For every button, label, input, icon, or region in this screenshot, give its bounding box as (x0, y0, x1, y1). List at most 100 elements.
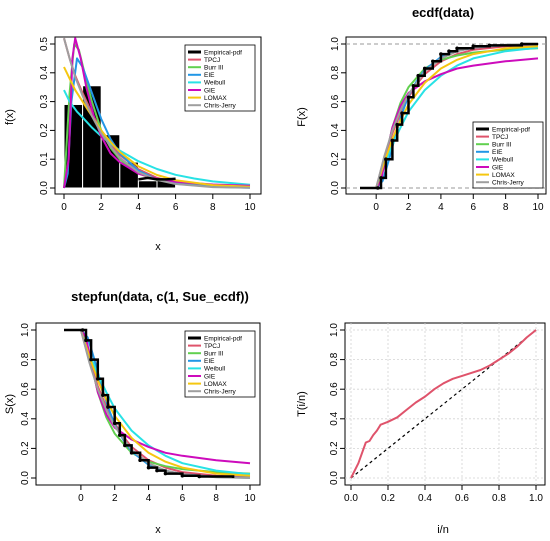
panel-survival-ytick-label: 0.8 (20, 352, 31, 366)
panel-survival-empirical-point (129, 451, 134, 455)
panel-density-ytick-label: 0.5 (39, 37, 50, 51)
panel-density-legend-label: GIE (204, 87, 216, 94)
panel-survival-xtick-label: 8 (213, 493, 219, 504)
panel-cdf-ytick-label: 0.4 (330, 123, 341, 137)
panel-cdf-series-line (375, 45, 539, 189)
panel-density-ytick-label: 0.3 (39, 94, 50, 108)
panel-survival-empirical-point (180, 473, 185, 478)
panel-cdf-empirical-point (411, 83, 416, 88)
panel-ttt-xtick-label: 1.0 (529, 493, 543, 504)
panel-cdf-empirical-point (487, 43, 492, 48)
panel-survival-empirical-point (118, 433, 122, 437)
panel-cdf-legend-label: TPCJ (492, 134, 508, 141)
panel-ttt: 0.0 0.2 0.4 0.6 0.8 1.0 0.0 0.2 0.4 0.6 0.8 1.0 (329, 322, 546, 504)
panel-survival-ytick-label: 0.6 (20, 382, 31, 396)
panel-survival-empirical-point (155, 468, 159, 473)
panel-density-xtick-label: 6 (173, 202, 179, 213)
panel-survival-legend-label: Weibull (204, 366, 226, 373)
panel-ttt-xtick-label: 0.2 (381, 493, 395, 504)
panel-cdf-empirical-point (384, 157, 388, 161)
panel-survival-empirical-point (101, 393, 105, 397)
panel-cdf-empirical-point (390, 138, 395, 143)
panel-survival-series-line (79, 329, 251, 476)
panel-survival-empirical-point (80, 328, 85, 332)
panel-survival-empirical-point (146, 465, 151, 470)
panel-density-legend-box (184, 44, 256, 112)
panel-cdf-empirical-point (422, 66, 427, 71)
panel-cdf-ytick-label: 0.6 (330, 94, 341, 108)
panel-cdf-empirical-point (379, 176, 383, 180)
panel-cdf-empirical-point (455, 46, 459, 51)
panel-survival-empirical-point (84, 338, 88, 343)
panel-ttt-xlabel: i/n (437, 524, 449, 536)
panel-density-legend-label: Chris-Jerry (204, 103, 237, 110)
panel-survival-empirical-point (163, 471, 168, 476)
panel-density-series-line (63, 37, 251, 189)
panel-density-ytick-label: 0.4 (39, 65, 50, 79)
panel-survival-legend-label: Empirical-pdf (204, 335, 242, 342)
panel-survival-empirical-point (89, 357, 93, 362)
panel-cdf-legend-label: Weibull (492, 157, 514, 164)
panel-cdf-legend-label: Chris-Jerry (492, 180, 525, 187)
panel-density-histogram-bar (137, 180, 158, 189)
panel-density-legend-label: Burr III (204, 65, 224, 72)
panel-cdf-xtick-label: 6 (470, 202, 476, 213)
panel-ttt-ytick-label: 0.2 (329, 441, 340, 455)
panel-ttt-xtick-label: 0.8 (492, 493, 506, 504)
panel-survival-empirical-point (106, 405, 110, 409)
panel-ttt-ytick-label: 1.0 (329, 323, 340, 337)
panel-ttt-xtick-label: 0.6 (455, 493, 469, 504)
panel-density-xtick-label: 2 (98, 202, 104, 213)
panel-survival-legend-label: EIE (204, 358, 215, 365)
panel-cdf-ylabel: F(x) (296, 107, 308, 127)
panel-survival-legend-label: Burr III (204, 351, 224, 358)
panel-survival-empirical-point (96, 377, 100, 381)
panel-cdf-xtick-label: 0 (373, 202, 379, 213)
panel-cdf-ytick-label: 0.8 (330, 65, 341, 79)
panel-ttt-frame (344, 322, 546, 486)
panel-cdf-title: ecdf(data) (412, 5, 474, 20)
panel-cdf-empirical-point (431, 59, 435, 64)
panel-ttt-xtick-label: 0.0 (344, 493, 358, 504)
panel-cdf-legend-label: Empirical-pdf (492, 126, 530, 133)
panel-density: 0 2 4 6 8 10 0.0 0.1 0.2 0.3 0.4 0.5 Empirical-pdfTP… (39, 36, 262, 213)
panel-ttt-ytick-label: 0.8 (329, 352, 340, 366)
panel-cdf-empirical-point (400, 111, 404, 115)
panel-cdf-legend-box (472, 121, 544, 189)
panel-cdf-empirical-point (376, 186, 380, 190)
panel-survival-ytick-label: 0.0 (20, 471, 31, 485)
panel-cdf-empirical-point (471, 44, 476, 48)
panel-density-legend-label: EIE (204, 72, 215, 79)
panel-survival-series-line (79, 329, 251, 477)
panel-survival-legend-label: GIE (204, 373, 216, 380)
panel-cdf-xtick-label: 4 (438, 202, 444, 213)
panel-survival-legend-label: TPCJ (204, 343, 220, 350)
panel-cdf-empirical-point (439, 52, 443, 56)
panel-ttt-ylabel: T(i/n) (296, 391, 308, 417)
panel-survival-empirical-point (197, 474, 202, 479)
panel-survival-xtick-label: 4 (146, 493, 152, 504)
panel-survival-ytick-label: 1.0 (20, 323, 31, 337)
panel-survival-empirical-point (138, 458, 142, 463)
panel-density-legend-label: TPCJ (204, 57, 220, 64)
panel-cdf-legend-label: EIE (492, 149, 503, 156)
panel-density-ylabel: f(x) (4, 109, 16, 125)
panel-survival-xtick-label: 6 (180, 493, 186, 504)
panel-ttt-ytick-label: 0.4 (329, 411, 340, 425)
panel-density-ytick-label: 0.1 (39, 152, 50, 166)
panel-density-legend-label: Weibull (204, 80, 226, 87)
panel-cdf-empirical-point (520, 42, 524, 46)
panel-survival-legend-box (184, 330, 256, 398)
panel-cdf-empirical-point (395, 122, 400, 127)
panel-survival-xlabel: x (155, 524, 161, 536)
panel-density-ytick-label: 0.2 (39, 123, 50, 137)
panel-survival-empirical-point (123, 443, 127, 448)
panel-survival-ytick-label: 0.4 (20, 411, 31, 425)
panel-cdf-empirical-point (447, 49, 451, 53)
panel-density-legend-label: LOMAX (204, 95, 227, 102)
panel-survival-xtick-label: 10 (244, 493, 256, 504)
panel-density-ytick-label: 0.0 (39, 181, 50, 195)
panel-cdf-frame (345, 36, 547, 195)
